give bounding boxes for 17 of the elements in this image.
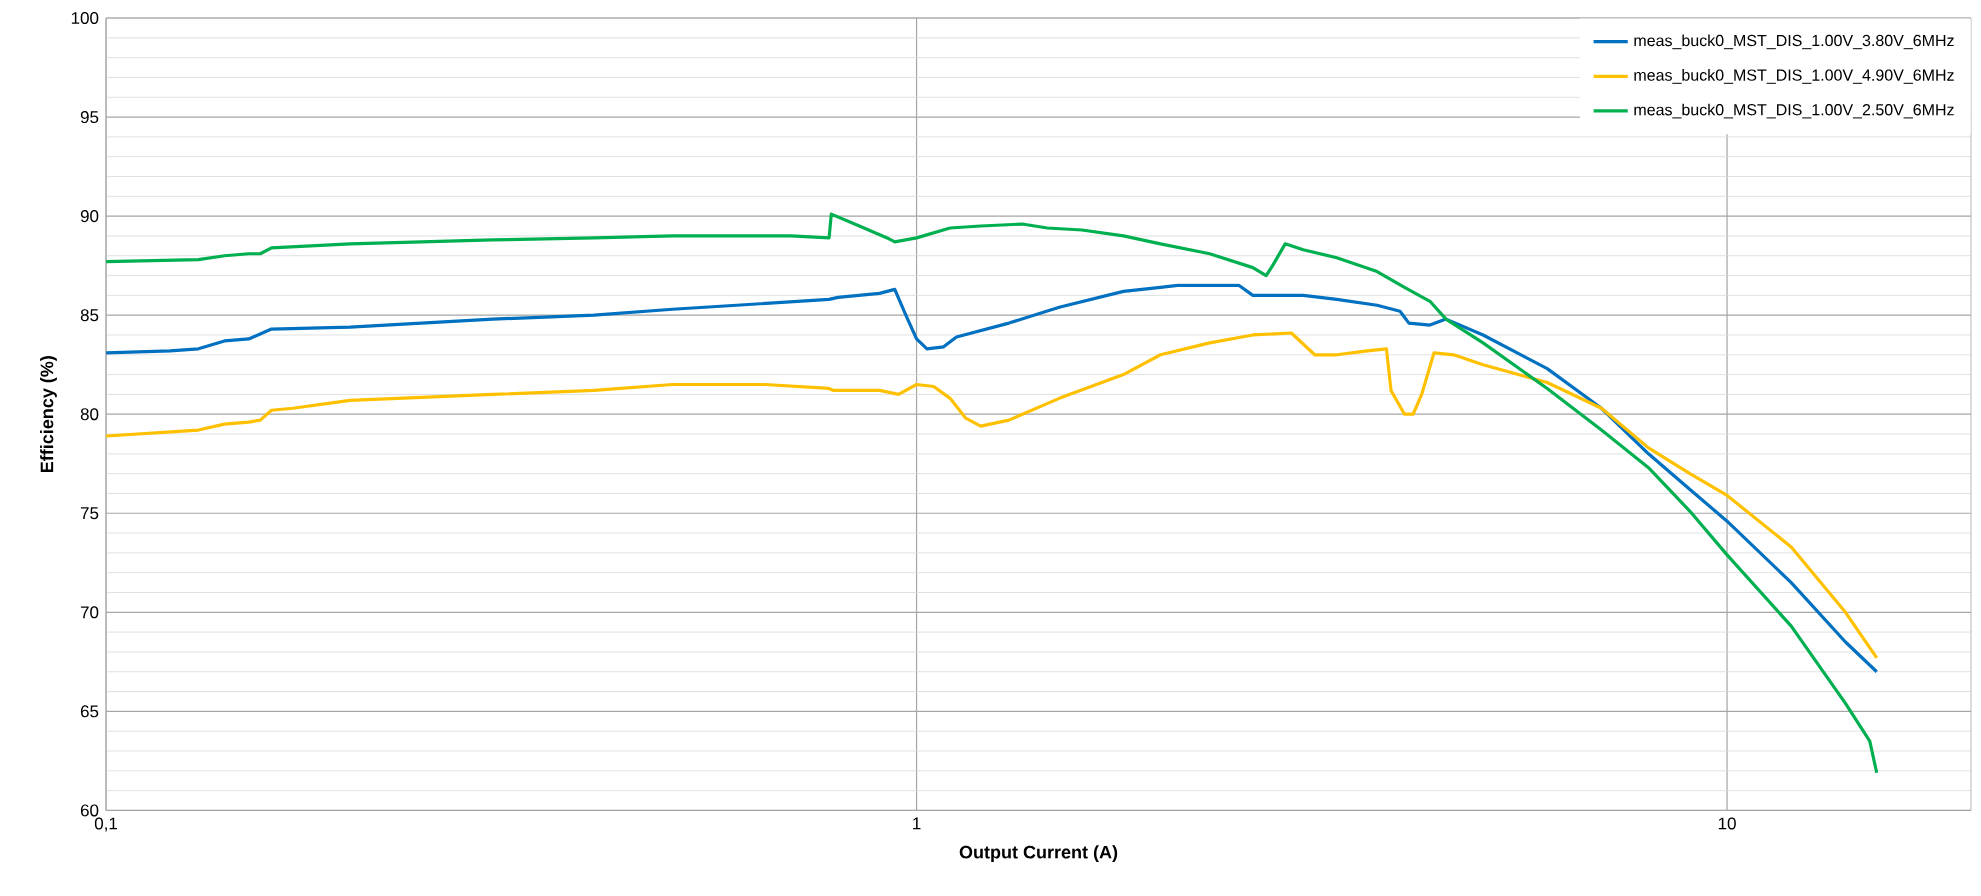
y-tick-label: 80 (80, 407, 99, 421)
y-tick-label: 65 (80, 705, 99, 718)
y-tick-label: 85 (80, 308, 99, 321)
legend-label: meas_buck0_MST_DIS_1.00V_2.50V_6MHz (1634, 103, 1954, 119)
y-tick-label: 90 (80, 209, 99, 222)
y-tick-label: 70 (80, 606, 99, 619)
legend-label: meas_buck0_MST_DIS_1.00V_4.90V_6MHz (1634, 68, 1954, 84)
y-axis-title: Efficiency (%) (40, 355, 57, 472)
x-tick-label: 0,1 (94, 817, 118, 832)
x-tick-label: 1 (913, 817, 921, 829)
x-axis-title: Output Current (A) (959, 845, 1118, 862)
y-tick-label: 75 (80, 507, 99, 519)
y-tick-label: 95 (80, 110, 99, 123)
x-tick-label: 10 (1718, 817, 1736, 830)
y-tick-label: 60 (80, 804, 99, 817)
legend-label: meas_buck0_MST_DIS_1.00V_3.80V_6MHz (1634, 34, 1954, 49)
y-tick-label: 100 (71, 11, 99, 24)
